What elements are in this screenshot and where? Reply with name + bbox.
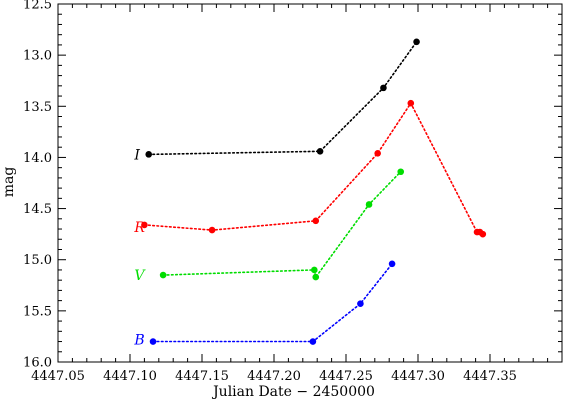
series-line-R [143,101,484,235]
band-label-B: B [133,332,144,348]
x-tick-label: 4447.20 [247,369,301,384]
data-point-I [413,38,420,46]
series-I [145,38,420,158]
data-point-I [380,84,387,92]
series-line-V [162,170,402,280]
band-label-V: V [134,268,146,284]
data-point-R [312,217,320,225]
series-R [141,99,487,238]
x-tick-label: 4447.15 [175,369,229,384]
x-tick-label: 4447.30 [391,369,445,384]
data-point-B [357,300,364,307]
x-tick-label: 4447.25 [319,369,373,384]
y-tick-label: 14.0 [23,151,52,166]
data-point-B [388,260,396,268]
data-point-R [208,226,216,234]
x-tick-label: 4447.35 [463,369,517,384]
data-point-B [309,338,317,345]
band-label-I: I [133,147,140,163]
data-point-R [407,99,415,107]
plot-frame [57,3,563,363]
data-point-R [479,230,487,238]
y-tick-label: 15.0 [23,253,52,268]
data-point-R [374,150,381,157]
y-tick-label: 15.5 [23,304,52,319]
data-point-V [365,201,373,208]
y-tick-label: 14.5 [23,202,52,217]
data-point-I [145,151,153,158]
data-point-V [312,273,320,281]
series-line-I [147,40,418,156]
data-point-V [397,168,405,176]
y-tick-label: 13.0 [23,49,52,64]
series-B [149,260,396,345]
y-tick-label: 13.5 [23,100,52,115]
y-tick-label: 12.5 [23,0,52,13]
y-tick-label: 16.0 [23,356,52,371]
data-point-R [141,221,148,229]
band-labels: I R V B [133,147,146,348]
series-line-B [152,262,393,343]
series-group [141,38,487,345]
data-point-V [311,266,318,274]
data-point-B [149,338,157,345]
series-V [159,168,405,281]
x-axis-label: Julian Date − 2450000 [211,384,375,400]
data-point-V [159,271,167,279]
y-axis-label: mag [1,167,17,198]
band-label-R: R [133,220,145,236]
x-tick-label: 4447.10 [103,369,157,384]
x-tick-label: 4447.05 [31,369,85,384]
axes: 4447.05 4447.10 4447.15 4447.20 4447.25 4447.… [23,0,563,384]
data-point-I [316,147,324,155]
